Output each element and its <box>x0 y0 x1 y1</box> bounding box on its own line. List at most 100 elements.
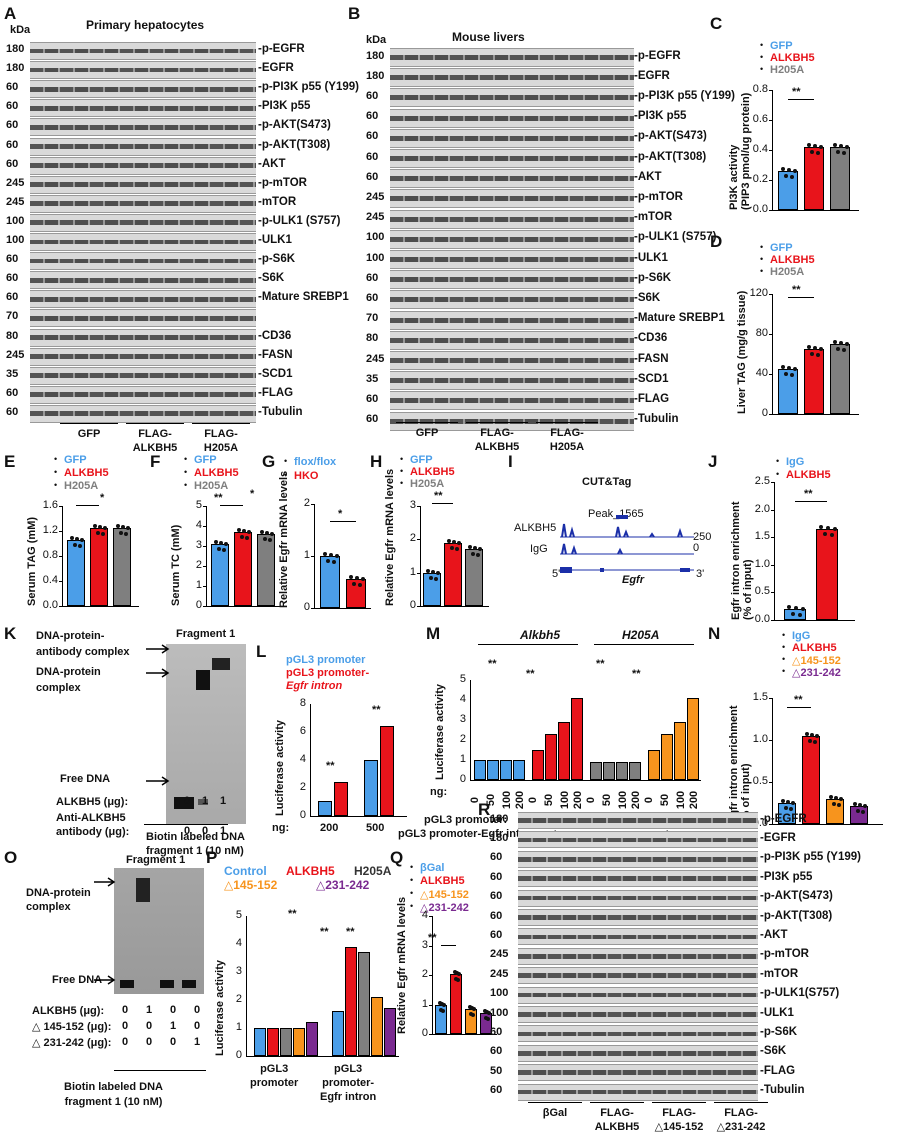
significance-label: ** <box>488 658 497 670</box>
protein-label: -SCD1 <box>634 372 669 385</box>
legend-marker: • <box>410 862 414 872</box>
group-line <box>60 423 118 424</box>
mw-label: 60 <box>366 110 379 123</box>
title-b: Mouse livers <box>452 30 525 44</box>
group-labels-b: GFP FLAG- ALKBH5 FLAG- H205A <box>392 422 600 462</box>
legend-label: H205A <box>354 864 392 878</box>
blot-bands <box>518 1089 758 1095</box>
protein-label: -p-AKT(T308) <box>258 138 331 151</box>
group-line <box>536 422 598 423</box>
y-tick-label: 4 <box>195 519 202 531</box>
protein-label: -p-ULK1(S757) <box>760 987 840 1000</box>
legend-marker: • <box>782 666 786 676</box>
y-tick-label: 5 <box>235 909 242 921</box>
gel-row-value: 0 <box>122 1036 129 1048</box>
y-tick <box>769 414 772 415</box>
data-point <box>224 542 228 546</box>
blot-strip <box>390 290 634 310</box>
protein-label: -Mature SREBP1 <box>258 291 349 304</box>
y-tick <box>429 1004 432 1006</box>
gel-row-value: 0 <box>184 825 191 837</box>
data-point <box>839 341 843 345</box>
blot-strip <box>518 967 758 985</box>
protein-label: -mTOR <box>634 211 673 224</box>
mw-label: 100 <box>366 231 385 244</box>
mw-label: 35 <box>366 372 379 385</box>
data-point <box>126 525 130 530</box>
y-tick <box>203 506 206 507</box>
data-point <box>329 553 333 557</box>
legend-marker: • <box>284 456 288 466</box>
gel-k-band <box>212 658 230 670</box>
protein-label: -p-PI3K p55 (Y199) <box>760 851 861 864</box>
mw-label: 60 <box>366 392 379 405</box>
legend-label: H205A <box>770 266 805 278</box>
y-tick <box>59 531 62 532</box>
blot-strip <box>30 309 256 328</box>
blot-strip <box>390 209 634 229</box>
bar <box>778 171 798 210</box>
x-tick-label: 500 <box>366 822 385 834</box>
significance-line <box>220 505 243 506</box>
blot-bands <box>390 297 634 303</box>
protein-label: -p-ULK1 (S757) <box>634 231 717 244</box>
blot-strip <box>518 831 758 849</box>
data-point <box>486 1017 490 1022</box>
panel-label-l: L <box>256 642 267 661</box>
blot-bands <box>30 296 256 302</box>
mw-label: 60 <box>490 1045 503 1058</box>
y-tick-label: 2 <box>235 993 242 1005</box>
y-tick-label: 4 <box>421 909 428 921</box>
gel-row-value: 0 <box>122 1004 129 1016</box>
gel-row-value: 1 <box>220 795 227 807</box>
legend-marker: • <box>760 254 764 264</box>
chart-g: • flox/flox • HKO 0 1 2 Relative Egfr mRNA leve… <box>268 452 378 613</box>
mw-label: 60 <box>366 130 379 143</box>
y-tick <box>769 334 772 335</box>
y-tick-label: 40 <box>755 367 768 379</box>
mw-label: 60 <box>366 89 379 102</box>
legend-label: ALKBH5 <box>792 642 837 654</box>
chart-axes <box>310 704 407 817</box>
blot-bands <box>518 992 758 998</box>
y-tick-label: 3 <box>421 938 428 951</box>
mw-label: 60 <box>490 928 503 941</box>
significance-line <box>795 501 827 502</box>
data-point <box>471 1012 475 1017</box>
blot-bands <box>390 196 634 202</box>
data-point <box>118 530 123 535</box>
significance-label: ** <box>804 488 813 500</box>
blot-strip <box>30 156 256 175</box>
y-tick <box>769 740 772 741</box>
gel-row-value: 0 <box>146 1020 153 1032</box>
mw-label: 35 <box>6 367 19 380</box>
legend-marker: • <box>400 478 404 488</box>
bar <box>687 698 699 780</box>
data-point <box>349 575 353 580</box>
protein-label: -Mature SREBP1 <box>634 312 725 325</box>
x-tick-label: 200 <box>320 822 339 834</box>
blot-strip <box>518 1006 758 1023</box>
protein-label: -FASN <box>258 348 293 361</box>
gel-k-band <box>174 797 194 809</box>
blot-strip <box>30 194 256 213</box>
y-tick-label: 1 <box>235 1021 242 1033</box>
construct-label: pGL3 promoter-Egfr intron: <box>398 828 541 840</box>
y-tick-label: 0 <box>195 599 202 611</box>
data-point <box>77 544 82 549</box>
data-point <box>442 1002 446 1007</box>
mw-label: 180 <box>490 812 509 825</box>
panel-label-p: P <box>206 848 218 867</box>
gene-name: Egfr <box>622 574 644 586</box>
mw-label: 60 <box>490 890 503 903</box>
y-tick <box>771 537 774 539</box>
gel-k-arrow-2: DNA-protein complex <box>36 666 101 694</box>
data-point <box>845 145 849 149</box>
y-tick-label: 0.4 <box>42 574 58 586</box>
mw-label: 100 <box>366 251 385 264</box>
chart-axes <box>420 506 489 607</box>
data-point <box>797 612 802 617</box>
data-point <box>842 151 846 155</box>
legend-label: ALKBH5 <box>286 864 335 878</box>
blot-bands <box>390 317 634 323</box>
